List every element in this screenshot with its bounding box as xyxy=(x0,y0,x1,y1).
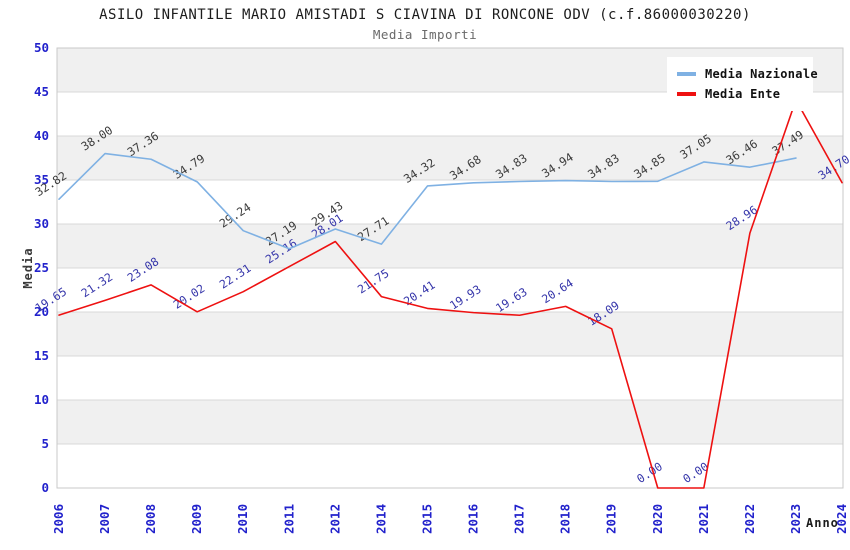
x-tick-label: 2024 xyxy=(834,504,849,534)
plot-band xyxy=(57,400,843,444)
series-line-ente xyxy=(58,99,843,489)
y-tick-label: 35 xyxy=(34,172,49,187)
x-tick-label: 2021 xyxy=(696,504,711,534)
y-tick-label: 40 xyxy=(34,128,49,143)
x-tick-label: 2019 xyxy=(604,504,619,534)
y-axis-title: Media xyxy=(21,247,35,289)
x-tick-label: 2015 xyxy=(419,504,434,534)
y-tick-label: 20 xyxy=(34,304,49,319)
legend-label-nazionale: Media Nazionale xyxy=(705,67,818,81)
legend: Media Nazionale Media Ente xyxy=(667,57,818,111)
chart-subtitle: Media Importi xyxy=(372,27,478,42)
plot-band xyxy=(57,136,843,180)
plot-band xyxy=(57,444,843,488)
plot-band xyxy=(57,356,843,400)
y-tick-label: 0 xyxy=(41,480,49,495)
x-tick-label: 2007 xyxy=(97,504,112,534)
x-tick-label: 2009 xyxy=(189,504,204,534)
x-tick-label: 2010 xyxy=(235,504,250,534)
y-tick-label: 15 xyxy=(34,348,49,363)
y-tick-label: 25 xyxy=(34,260,49,275)
legend-item-media-nazionale: Media Nazionale xyxy=(677,64,818,84)
y-tick-label: 30 xyxy=(34,216,49,231)
y-tick-label: 50 xyxy=(34,40,49,55)
x-tick-label: 2018 xyxy=(558,504,573,534)
legend-swatch-ente-icon xyxy=(677,92,696,96)
legend-label-ente: Media Ente xyxy=(705,87,781,101)
plot-border xyxy=(56,47,844,489)
plot-band xyxy=(57,180,843,224)
x-tick-label: 2023 xyxy=(788,504,803,534)
x-tick-label: 2016 xyxy=(466,504,481,534)
chart-title: ASILO INFANTILE MARIO AMISTADI S CIAVINA… xyxy=(99,7,751,23)
x-tick-label: 2020 xyxy=(650,504,665,534)
x-tick-label: 2014 xyxy=(373,504,388,534)
y-tick-label: 5 xyxy=(41,436,49,451)
x-tick-label: 2012 xyxy=(327,504,342,534)
legend-swatch-nazionale-icon xyxy=(677,72,696,76)
x-axis-title: Anno xyxy=(806,516,839,530)
x-tick-label: 2022 xyxy=(742,504,757,534)
x-tick-label: 2017 xyxy=(512,504,527,534)
series-line-nazionale xyxy=(58,152,797,250)
x-tick-label: 2011 xyxy=(281,504,296,534)
y-tick-label: 45 xyxy=(34,84,49,99)
legend-item-media-ente: Media Ente xyxy=(677,84,805,104)
y-tick-label: 10 xyxy=(34,392,49,407)
plot-band xyxy=(57,268,843,312)
plot-band xyxy=(57,312,843,356)
x-tick-label: 2008 xyxy=(143,504,158,534)
plot-band xyxy=(57,224,843,268)
x-tick-label: 2006 xyxy=(51,504,66,534)
